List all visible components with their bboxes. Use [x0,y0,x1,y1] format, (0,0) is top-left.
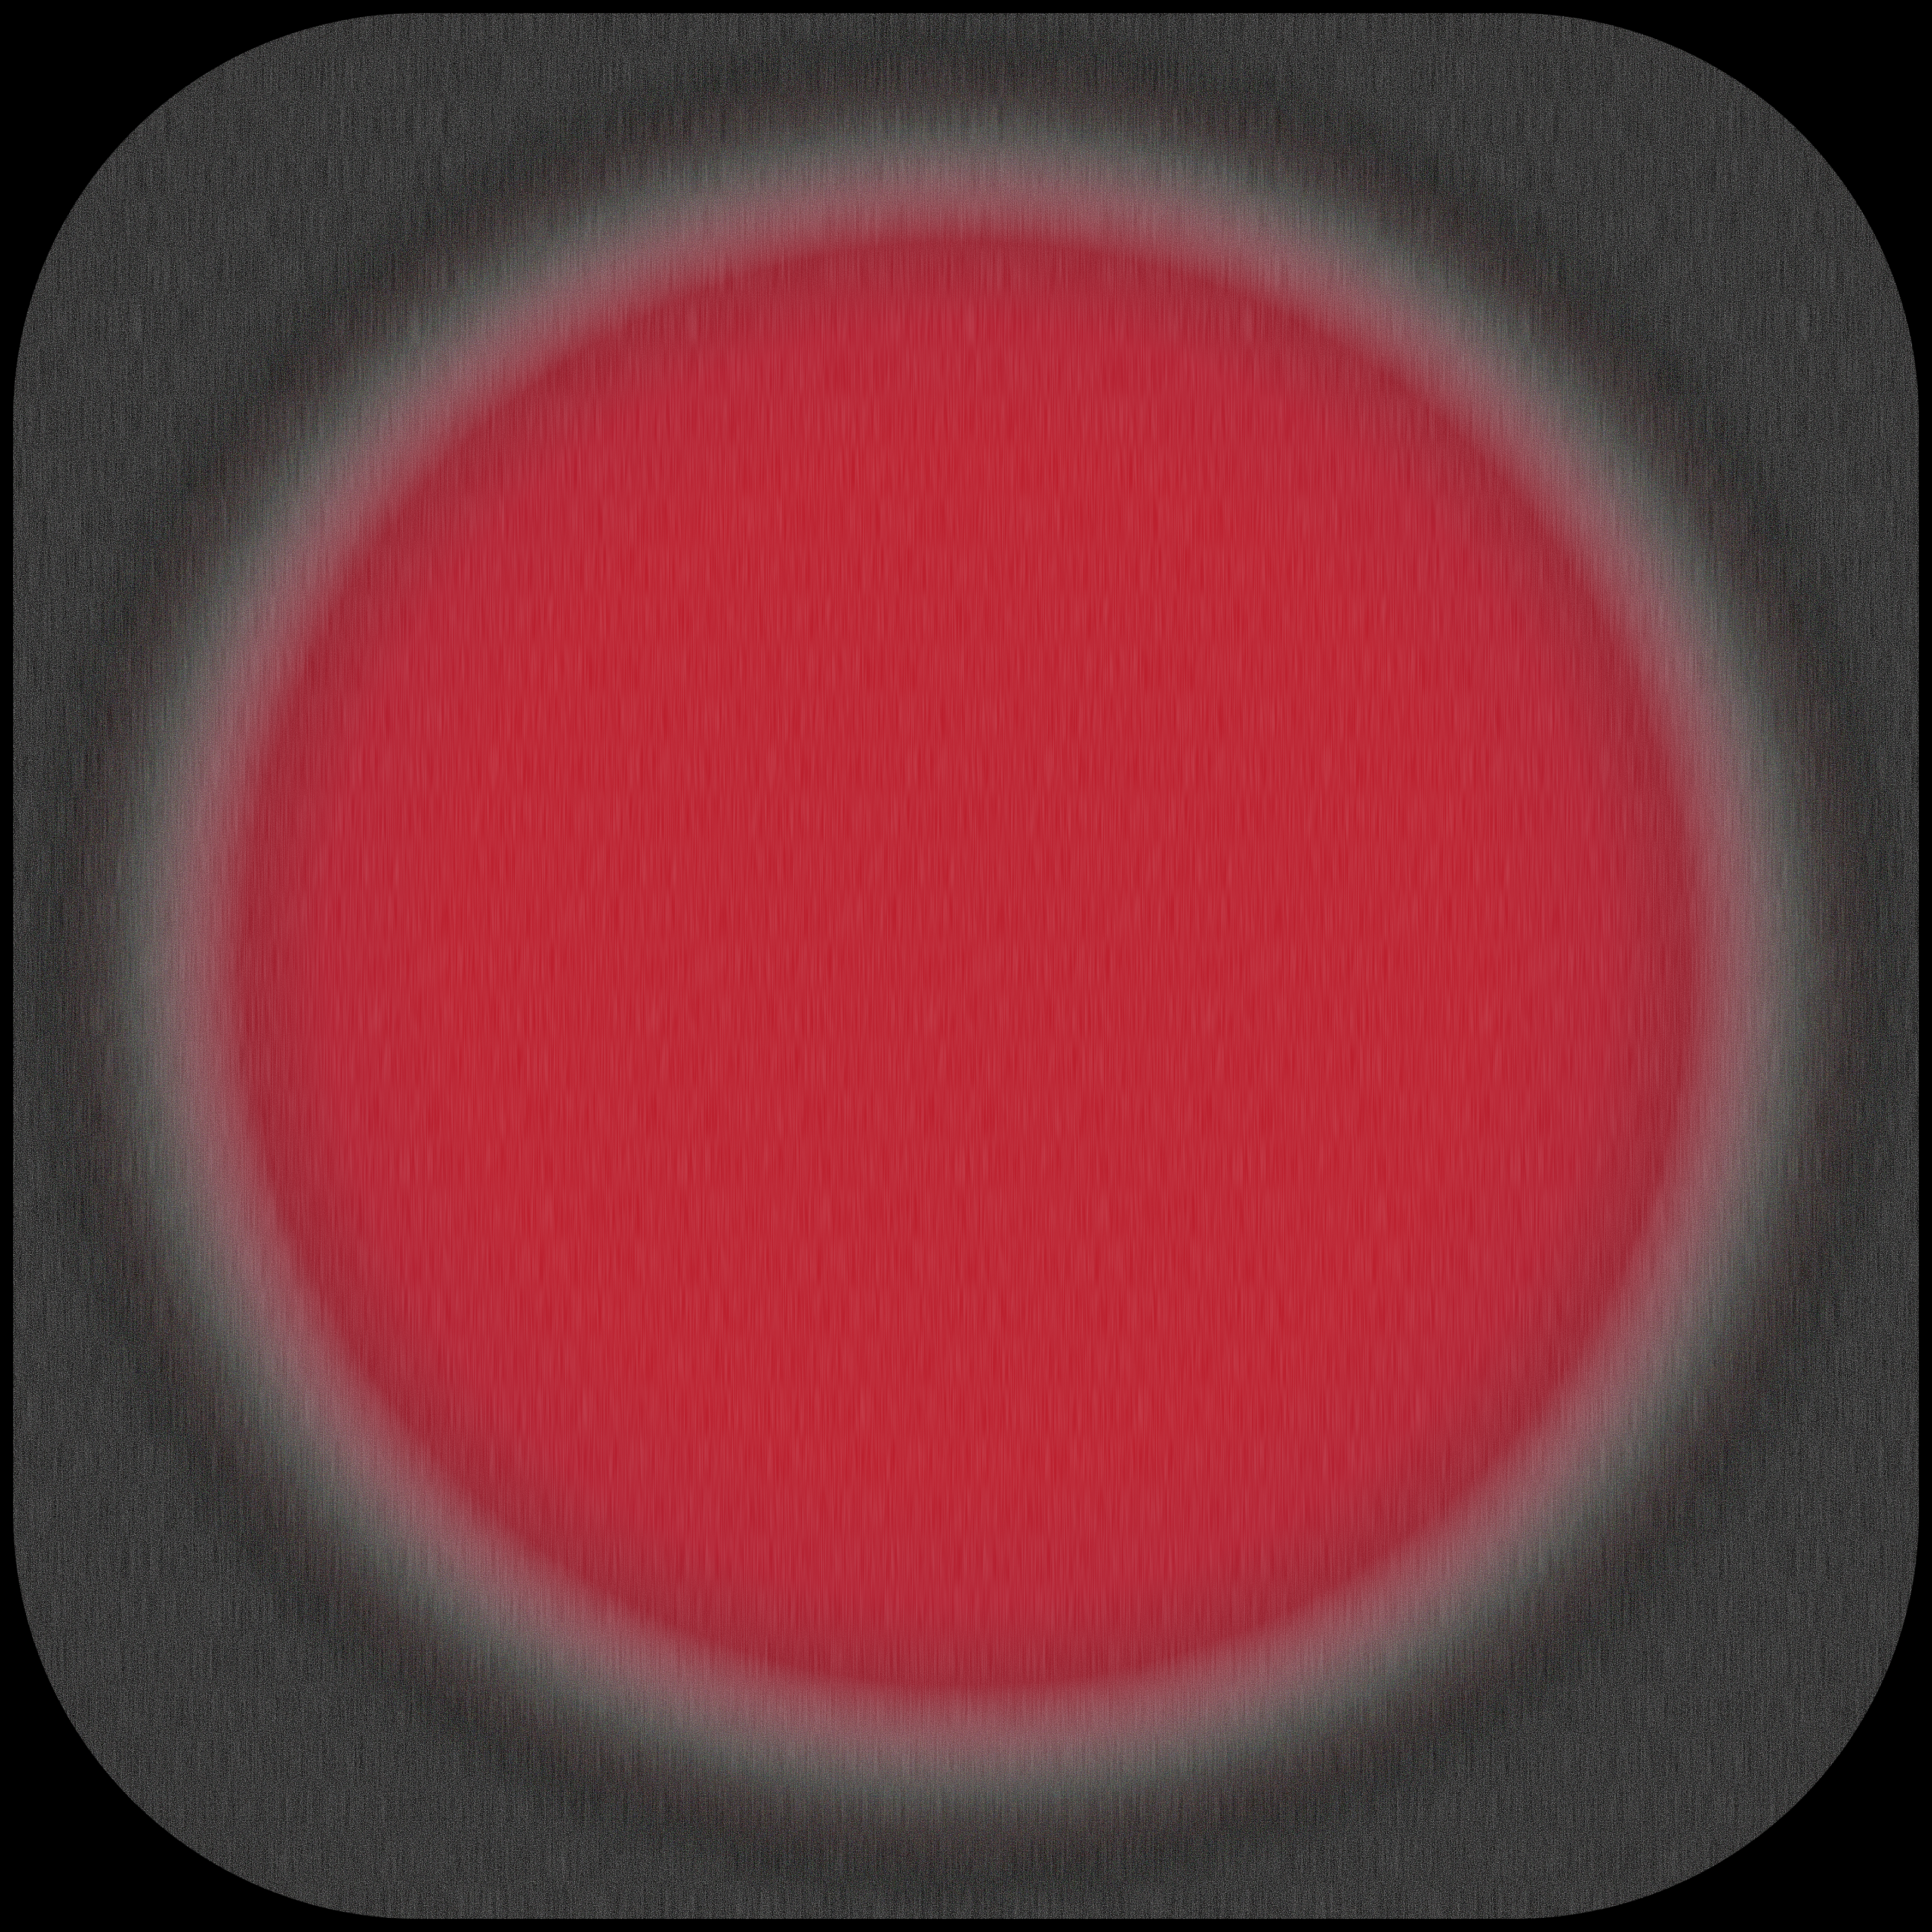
abstract-noise-image [0,0,1932,1932]
squircle-panel [0,0,1932,1932]
fine-grain-layer [0,0,1932,1932]
noise-squircle-graphic [0,0,1932,1932]
